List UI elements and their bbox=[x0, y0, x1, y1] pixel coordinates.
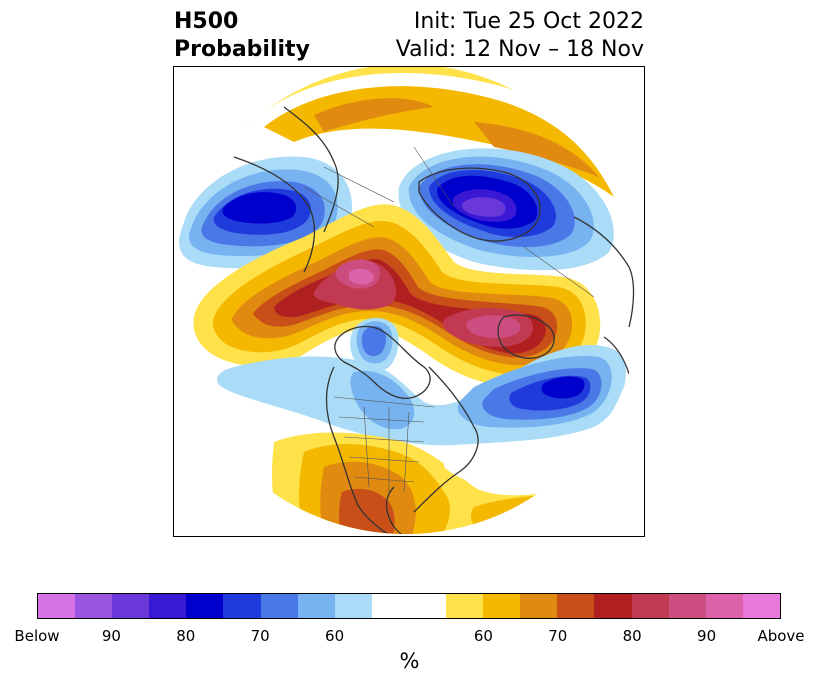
probability-map bbox=[173, 66, 645, 537]
colorbar-segment bbox=[594, 594, 632, 618]
colorbar-segment bbox=[446, 594, 484, 618]
title-line-2: Probability bbox=[174, 37, 310, 62]
colorbar-segment bbox=[260, 594, 298, 618]
colorbar-segment bbox=[483, 594, 521, 618]
colorbar-unit-label: % bbox=[399, 649, 420, 673]
colorbar-ticks: Below 90 80 70 60 60 70 80 90 Above bbox=[14, 627, 804, 647]
colorbar-tick-label: 60 bbox=[325, 627, 345, 645]
coastlines bbox=[233, 106, 635, 534]
probability-colorbar bbox=[37, 593, 781, 619]
colorbar-segment bbox=[38, 594, 76, 618]
colorbar-tick-label: 90 bbox=[101, 627, 121, 645]
date-info: Init: Tue 25 Oct 2022 Valid: 12 Nov – 18… bbox=[396, 8, 644, 64]
colorbar-segment bbox=[297, 594, 335, 618]
chart-title: H500 Probability bbox=[174, 8, 310, 64]
colorbar-tick-label: 80 bbox=[176, 627, 196, 645]
colorbar-segment bbox=[705, 594, 743, 618]
colorbar-tick-label: Below bbox=[14, 627, 60, 645]
colorbar-segment bbox=[223, 594, 261, 618]
colorbar-segment bbox=[75, 594, 113, 618]
colorbar-segment bbox=[520, 594, 558, 618]
pacific-negative-anomaly bbox=[179, 156, 352, 269]
colorbar-tick-label: 70 bbox=[548, 627, 568, 645]
colorbar-segment bbox=[557, 594, 595, 618]
colorbar-segment bbox=[334, 594, 372, 618]
colorbar-segment bbox=[186, 594, 224, 618]
political-boundaries bbox=[303, 146, 595, 497]
colorbar-segment bbox=[149, 594, 187, 618]
colorbar-segment bbox=[112, 594, 150, 618]
colorbar-tick-label: Above bbox=[757, 627, 805, 645]
map-canvas bbox=[174, 67, 641, 534]
greenland-negative-anomaly bbox=[398, 148, 614, 271]
valid-range: Valid: 12 Nov – 18 Nov bbox=[395, 37, 644, 62]
colorbar-tick-label: 70 bbox=[250, 627, 270, 645]
colorbar-segment bbox=[631, 594, 669, 618]
colorbar-segment bbox=[408, 594, 447, 618]
arctic-positive-anomaly bbox=[193, 204, 601, 387]
colorbar-segment bbox=[371, 594, 409, 618]
canada-negative-band bbox=[217, 344, 626, 446]
init-date: Init: Tue 25 Oct 2022 bbox=[413, 9, 644, 34]
colorbar-segment bbox=[668, 594, 706, 618]
colorbar-tick-label: 90 bbox=[697, 627, 717, 645]
title-line-1: H500 bbox=[174, 9, 239, 34]
colorbar-segment bbox=[742, 594, 780, 618]
colorbar-tick-label: 60 bbox=[473, 627, 493, 645]
colorbar-tick-label: 80 bbox=[622, 627, 642, 645]
